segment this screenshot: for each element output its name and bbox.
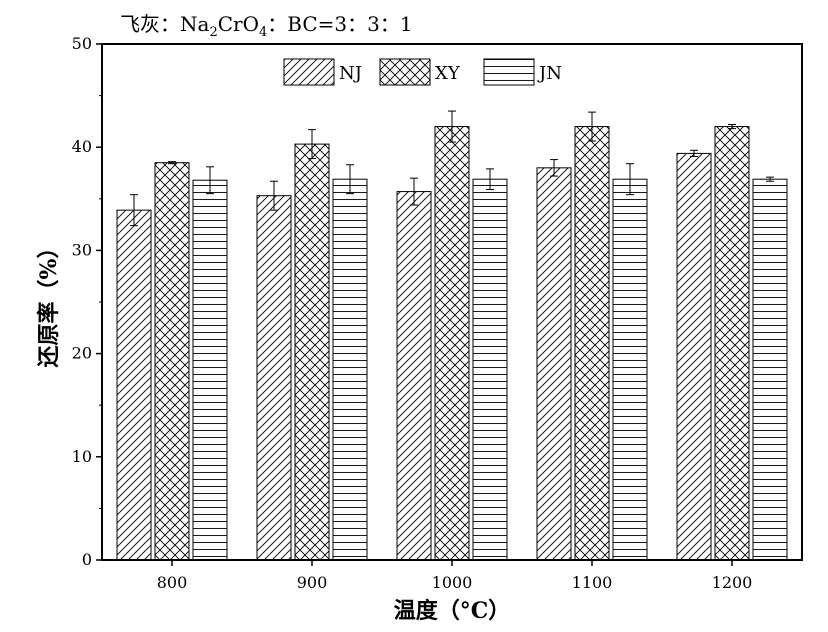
error-bar-xy-1100 [588,111,596,142]
bar-xy-900[interactable] [294,143,330,561]
bar-nj-800[interactable] [116,209,152,561]
y-tick-label-0: 0 [82,550,92,569]
bar-jn-1100[interactable] [612,178,648,561]
x-tick-label-1000: 1000 [432,573,473,592]
bar-nj-1200[interactable] [676,152,712,561]
y-tick-label-10: 10 [72,447,92,466]
error-bar-jn-900 [346,164,354,195]
legend-swatch-xy [379,58,431,86]
bar-xy-800[interactable] [154,162,190,561]
error-bar-nj-1000 [410,177,418,206]
legend-label-xy: XY [435,63,461,84]
bar-jn-800[interactable] [192,179,228,561]
error-bar-nj-1100 [550,159,558,177]
legend-item-nj: NJ [283,58,362,86]
error-bar-nj-800 [130,194,138,227]
legend-swatch-nj [283,58,335,86]
bar-nj-1000[interactable] [396,191,432,561]
y-tick-label-20: 20 [72,344,92,363]
error-bar-xy-1200 [728,123,736,130]
bar-nj-900[interactable] [256,195,292,561]
error-bar-jn-800 [206,166,214,195]
legend-label-jn: JN [537,63,562,84]
x-tick-label-800: 800 [157,573,188,592]
y-tick-label-40: 40 [72,137,92,156]
bar-jn-900[interactable] [332,178,368,561]
bar-jn-1200[interactable] [752,178,788,561]
legend-item-jn: JN [483,58,562,86]
bar-xy-1000[interactable] [434,126,470,561]
x-tick-label-1200: 1200 [712,573,753,592]
bar-xy-1200[interactable] [714,126,750,561]
bar-jn-1000[interactable] [472,178,508,561]
legend-swatch-jn [483,58,535,86]
error-bar-jn-1000 [486,168,494,191]
error-bar-xy-800 [168,161,176,165]
y-tick-label-50: 50 [72,34,92,53]
legend-label-nj: NJ [339,63,362,84]
x-tick-label-1100: 1100 [572,573,613,592]
x-axis-label: 温度（°C） [394,598,511,624]
bar-xy-1100[interactable] [574,126,610,561]
error-bar-nj-900 [270,180,278,211]
error-bar-nj-1200 [690,149,698,157]
chart-title: 飞灰：Na2CrO4：BC=3：3：1 [120,12,413,40]
error-bar-jn-1100 [626,163,634,196]
error-bar-xy-1000 [448,110,456,143]
bar-nj-1100[interactable] [536,167,572,561]
x-tick-label-900: 900 [297,573,328,592]
error-bar-xy-900 [308,129,316,160]
y-axis-label: 还原率（%） [36,237,62,369]
legend-item-xy: XY [379,58,461,86]
y-tick-label-30: 30 [72,240,92,259]
error-bar-jn-1200 [766,176,774,182]
